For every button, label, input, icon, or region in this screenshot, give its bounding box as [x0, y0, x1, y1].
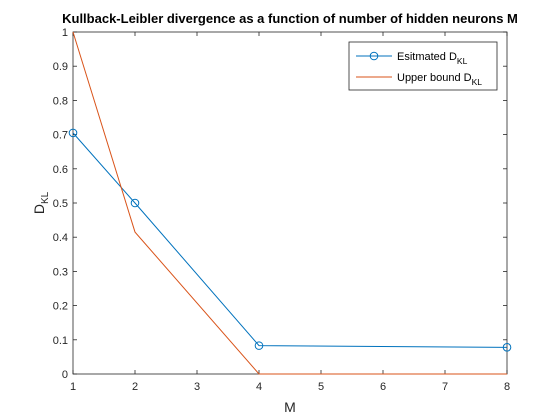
x-tick-label: 1 [70, 381, 76, 393]
series-0-point [130, 198, 140, 208]
series-line-1 [72, 31, 507, 375]
y-tick-label: 0.4 [53, 232, 68, 244]
y-tick-label: 0.1 [53, 335, 68, 347]
y-tick-label: 0 [62, 369, 68, 381]
y-axis-ticks: 0 0.1 0.2 0.3 0.4 0.5 0.6 0.7 0.8 0.9 1 [53, 27, 507, 381]
y-axis-label-sub: KL [40, 191, 51, 204]
x-axis-label: M [284, 399, 296, 415]
x-axis-ticks: 1 2 3 4 5 6 7 8 [70, 32, 510, 393]
legend-label-estimated-main: Esitmated D [397, 51, 457, 63]
legend-label-upper-bound-main: Upper bound D [397, 72, 472, 84]
legend-label-estimated-sub: KL [457, 56, 468, 66]
y-tick-label: 0.6 [53, 164, 68, 176]
y-tick-label: 0.3 [53, 266, 68, 278]
series-0-point [254, 341, 264, 350]
x-tick-label: 5 [318, 381, 324, 393]
x-tick-label: 2 [132, 381, 138, 393]
chart-title: Kullback-Leibler divergence as a functio… [62, 11, 518, 26]
y-tick-label: 0.8 [53, 95, 68, 107]
legend-box [348, 41, 498, 91]
series-line-0 [72, 132, 508, 348]
legend-label-upper-bound: Upper bound DKL [397, 72, 482, 87]
legend-label-estimated: Esitmated DKL [397, 51, 468, 66]
x-tick-label: 3 [194, 381, 200, 393]
legend-marker-estimated [369, 51, 379, 61]
y-tick-label: 0.5 [53, 198, 68, 210]
legend: Esitmated DKL Upper bound DKL [348, 41, 498, 91]
y-axis-label: DKL [31, 191, 51, 214]
y-tick-label: 0.9 [53, 61, 68, 73]
legend-entry-estimated: Esitmated DKL [356, 51, 468, 66]
legend-label-upper-bound-sub: KL [472, 77, 483, 87]
x-tick-label: 6 [380, 381, 386, 393]
series-layer [68, 31, 512, 375]
y-tick-label: 0.7 [53, 130, 68, 142]
x-tick-label: 4 [256, 381, 262, 393]
x-tick-label: 7 [442, 381, 448, 393]
legend-entry-upper-bound: Upper bound DKL [356, 72, 482, 87]
y-axis-label-main: D [31, 204, 47, 214]
y-tick-label: 1 [62, 27, 68, 39]
series-0-point [502, 343, 512, 352]
y-tick-label: 0.2 [53, 301, 68, 313]
x-tick-label: 8 [504, 381, 510, 393]
series-0-point [68, 128, 78, 138]
